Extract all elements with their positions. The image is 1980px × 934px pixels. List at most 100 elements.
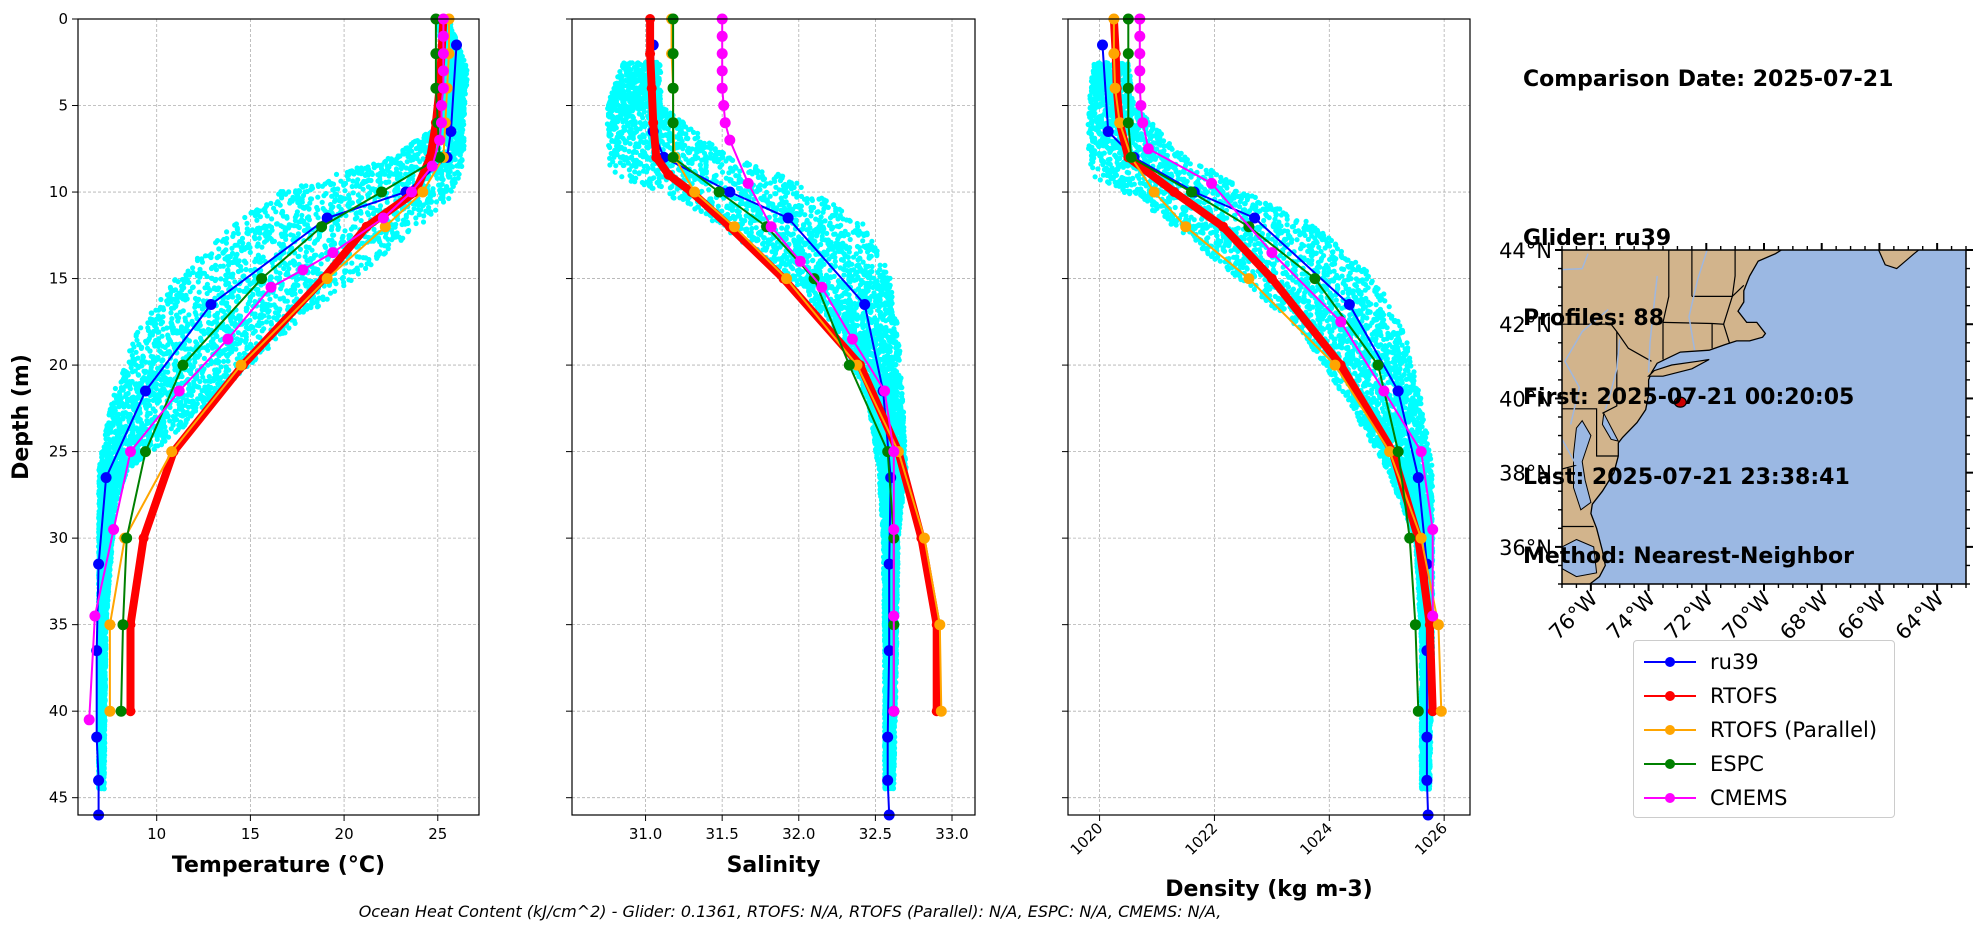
scatter-point (171, 305, 177, 311)
scatter-point (415, 151, 421, 157)
scatter-point (147, 332, 153, 338)
scatter-point (274, 221, 280, 227)
scatter-point (456, 151, 463, 157)
scatter-point (310, 269, 316, 275)
scatter-point (363, 265, 369, 271)
scatter-point (293, 277, 300, 283)
scatter-point (382, 250, 388, 256)
scatter-point (218, 307, 224, 313)
scatter-point (342, 196, 348, 202)
scatter-point (406, 227, 412, 234)
scatter-point (413, 220, 419, 227)
scatter-point (158, 296, 164, 303)
scatter-point (214, 255, 220, 261)
scatter-point (409, 210, 415, 216)
scatter-point (394, 160, 400, 166)
scatter-point (227, 260, 233, 266)
scatter-point (192, 359, 198, 365)
scatter-point (404, 159, 410, 165)
scatter-point (139, 359, 145, 365)
scatter-point (221, 358, 227, 364)
scatter-point (347, 201, 353, 207)
scatter-point (327, 290, 334, 296)
scatter-point (183, 328, 189, 334)
scatter-point (117, 461, 123, 467)
scatter-point (213, 240, 219, 246)
scatter-point (176, 401, 182, 408)
scatter-point (413, 164, 419, 170)
scatter-point (223, 364, 229, 370)
scatter-point (157, 348, 163, 354)
scatter-point (405, 220, 411, 227)
scatter-point (304, 215, 310, 221)
scatter-point (421, 139, 427, 145)
scatter-point (336, 224, 342, 230)
scatter-point (365, 184, 371, 190)
scatter-point (268, 302, 274, 308)
scatter-point (275, 200, 281, 206)
scatter-point (239, 248, 245, 254)
scatter-point (444, 184, 450, 190)
scatter-point (211, 378, 217, 384)
scatter-point (260, 254, 266, 260)
scatter-point (218, 276, 224, 282)
scatter-point (194, 401, 200, 407)
scatter-point (325, 179, 331, 185)
scatter-point (217, 337, 224, 343)
scatter-point (187, 289, 193, 295)
scatter-point (306, 206, 312, 212)
scatter-point (355, 177, 361, 183)
scatter-point (457, 51, 463, 57)
scatter-point (421, 213, 427, 219)
scatter-point (155, 329, 161, 335)
scatter-point (244, 346, 250, 352)
scatter-point (208, 339, 214, 345)
scatter-point (318, 261, 324, 267)
scatter-point (136, 363, 142, 369)
scatter-point (350, 178, 356, 184)
scatter-point (458, 159, 464, 165)
scatter-point (332, 191, 338, 197)
scatter-point (200, 298, 206, 304)
scatter-point (162, 424, 168, 430)
scatter-point (256, 314, 262, 321)
scatter-point (213, 267, 219, 273)
scatter-point (300, 205, 306, 211)
scatter-point (125, 390, 131, 396)
scatter-point (370, 186, 376, 192)
scatter-point (268, 224, 275, 230)
scatter-point (182, 318, 189, 324)
scatter-point (363, 255, 369, 261)
scatter-point (353, 183, 359, 189)
scatter-point (147, 348, 153, 354)
scatter-point (148, 364, 154, 370)
scatter-point (260, 225, 266, 231)
scatter-point (292, 218, 298, 224)
scatter-point (253, 229, 259, 235)
scatter-point (400, 147, 406, 153)
scatter-point (104, 422, 110, 429)
scatter-point (303, 183, 309, 189)
scatter-point (112, 405, 118, 411)
scatter-point (152, 357, 158, 363)
scatter-point (160, 305, 166, 311)
scatter-point (277, 270, 283, 276)
scatter-point (291, 282, 297, 288)
scatter-point (110, 436, 117, 442)
scatter-point (268, 321, 274, 327)
scatter-point (289, 198, 295, 204)
scatter-point (154, 381, 160, 387)
scatter-point (235, 230, 241, 237)
scatter-point (295, 192, 301, 199)
scatter-point (243, 331, 249, 337)
scatter-point (99, 451, 105, 457)
scatter-point (120, 425, 126, 431)
scatter-point (356, 254, 363, 260)
scatter-point (211, 286, 217, 292)
scatter-point (296, 253, 302, 259)
scatter-point (126, 403, 132, 410)
scatter-point (186, 338, 192, 344)
scatter-point (173, 312, 180, 318)
scatter-point (208, 384, 214, 391)
